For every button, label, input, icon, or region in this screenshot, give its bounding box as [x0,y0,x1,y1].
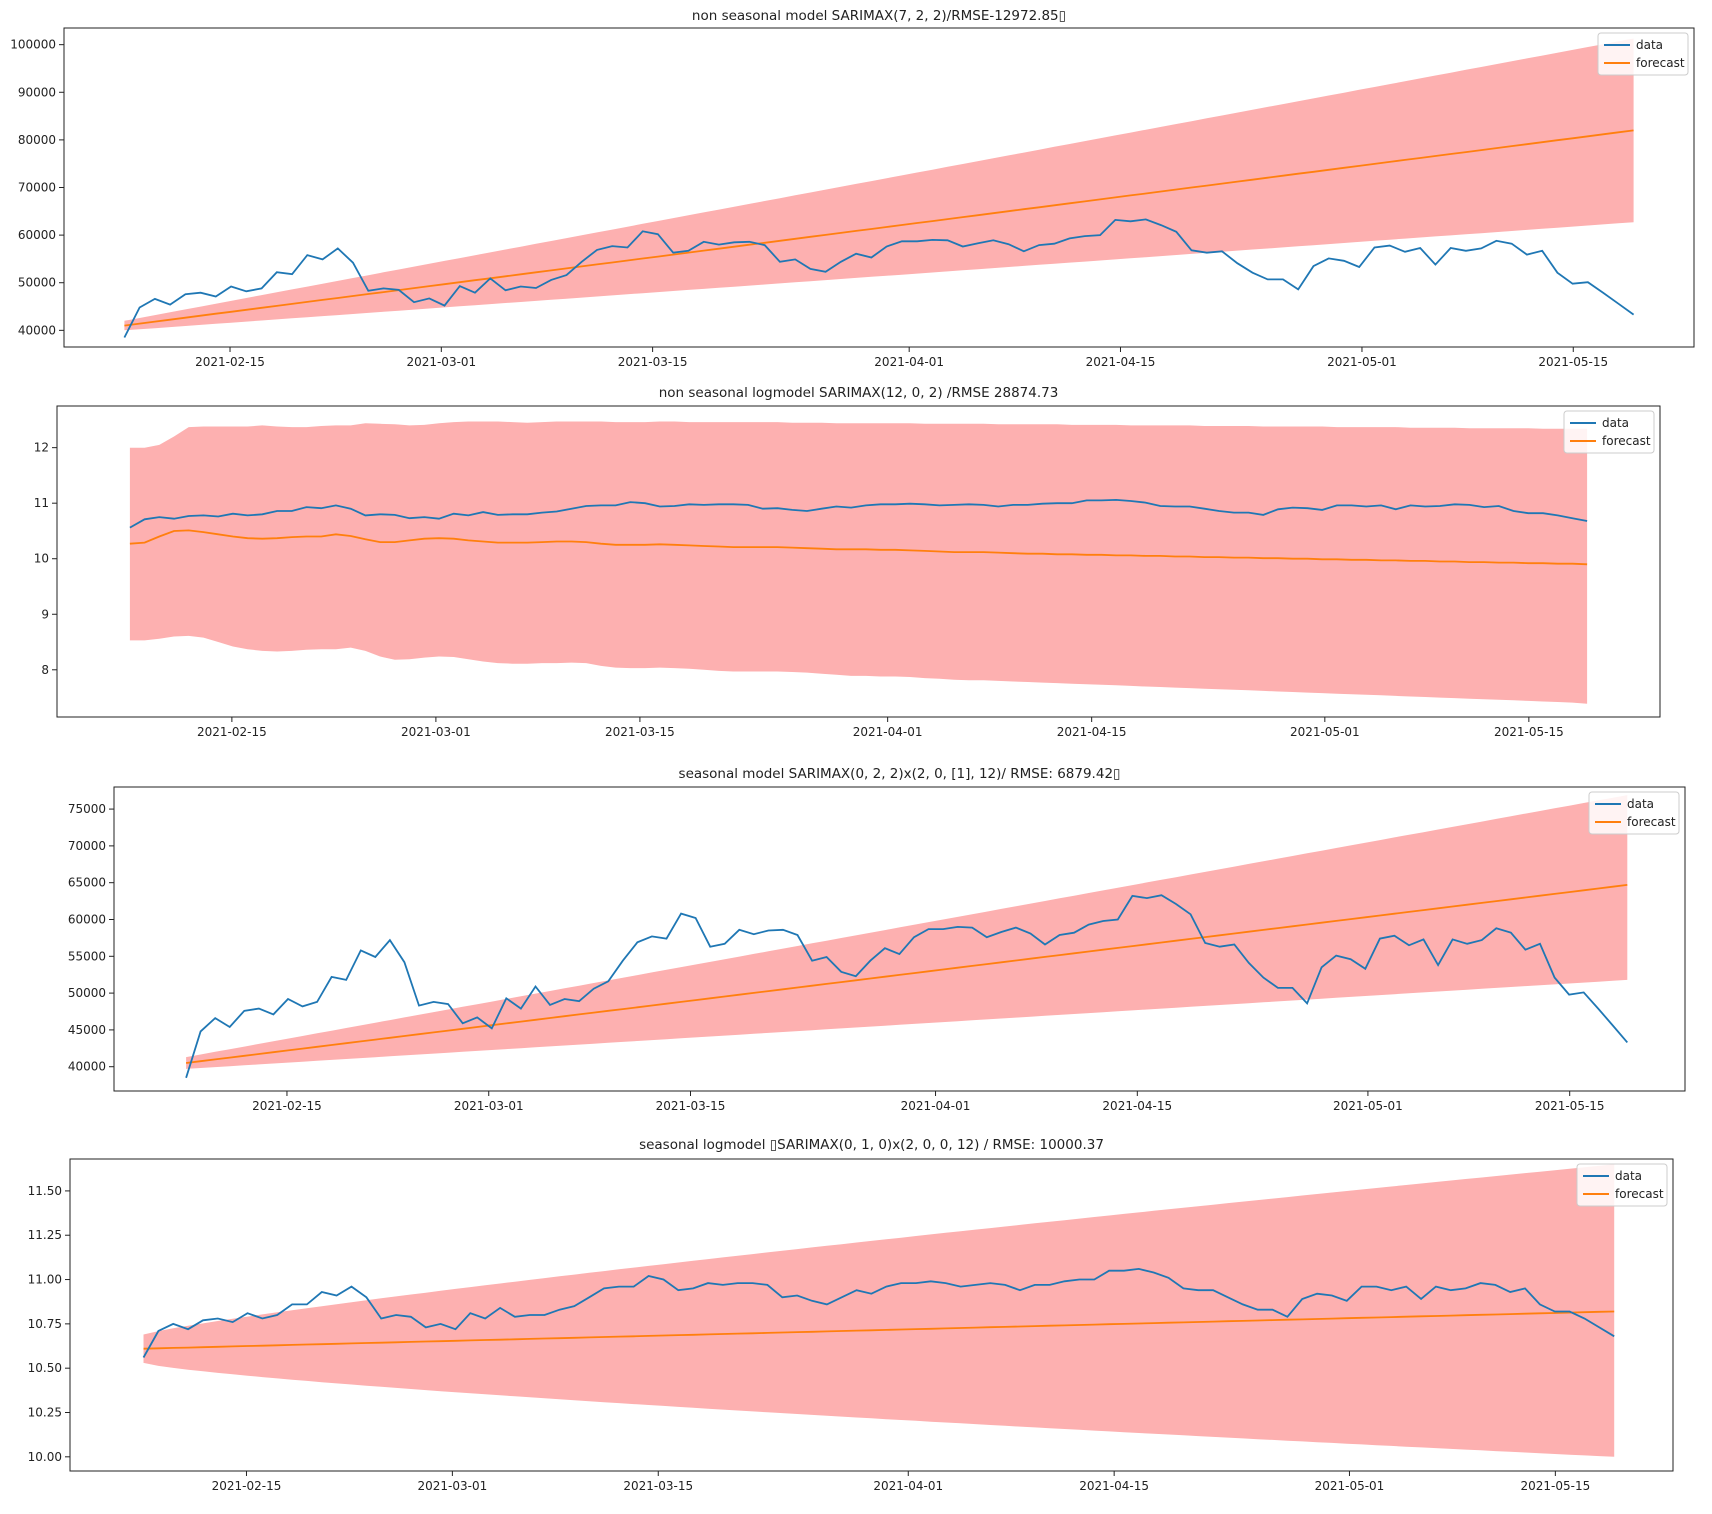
x-tick-label: 2021-05-15 [1494,725,1564,739]
x-tick-label: 2021-04-15 [1057,725,1127,739]
legend: data forecast [1576,1163,1668,1207]
x-tick-label: 2021-04-01 [873,1479,943,1493]
chart-panel-4: 10.00 10.25 10.50 10.75 11.00 11.25 11.50 2021-… [28,1137,1674,1493]
legend: data forecast [1563,410,1655,454]
chart-title: non seasonal model SARIMAX(7, 2, 2)/RMSE… [692,8,1066,24]
data-series-line [129,498,1588,529]
legend-box [1563,410,1655,454]
y-tick-label: 100000 [10,38,56,52]
x-tick-label: 2021-04-01 [901,1099,971,1113]
y-tick-label: 45000 [68,1023,106,1037]
x-tick-label: 2021-05-01 [1327,355,1397,369]
y-tick-label: 10.25 [28,1406,62,1420]
data-series-line [142,1267,1615,1358]
y-tick-label: 50000 [68,986,106,1000]
y-tick-label: 60000 [18,228,56,242]
confidence-band [129,421,1588,704]
x-tick-label: 2021-03-01 [454,1099,524,1113]
data-series-line [123,218,1635,338]
x-tick-label: 2021-05-01 [1290,725,1360,739]
legend-data-label: data [1615,1169,1642,1183]
legend-forecast-label: forecast [1627,815,1676,829]
y-tick-label: 8 [41,663,49,677]
y-tick-label: 12 [34,441,49,455]
y-tick-label: 10.50 [28,1361,62,1375]
legend-box [1597,32,1689,76]
y-tick-label: 65000 [68,876,106,890]
plot-frame [113,786,1686,1092]
forecast-series-line [143,1310,1615,1350]
x-tick-label: 2021-04-01 [874,355,944,369]
x-tick-label: 2021-05-15 [1520,1479,1590,1493]
y-tick-label: 50000 [18,276,56,290]
x-tick-label: 2021-02-15 [195,355,265,369]
x-tick-label: 2021-03-01 [417,1479,487,1493]
plot-frame [69,1158,1674,1472]
legend-forecast-label: forecast [1636,56,1685,70]
x-tick-label: 2021-03-01 [401,725,471,739]
y-tick-label: 75000 [68,802,106,816]
legend-forecast-label: forecast [1602,434,1651,448]
x-tick-label: 2021-04-15 [1102,1099,1172,1113]
legend: data forecast [1597,32,1689,76]
confidence-band [124,38,1634,331]
y-tick-label: 10.00 [28,1450,62,1464]
forecast-series-line [185,884,1628,1064]
y-tick-label: 90000 [18,85,56,99]
x-tick-label: 2021-02-15 [252,1099,322,1113]
legend-data-label: data [1636,38,1663,52]
x-tick-label: 2021-04-15 [1086,355,1156,369]
forecast-series-line [129,529,1588,566]
plot-frame [56,405,1661,718]
forecast-series-line [124,129,1634,327]
legend: data forecast [1588,791,1680,835]
legend-data-label: data [1602,416,1629,430]
x-tick-label: 2021-05-01 [1333,1099,1403,1113]
y-tick-label: 60000 [68,912,106,926]
chart-title: seasonal model SARIMAX(0, 2, 2)x(2, 0, [… [679,766,1121,782]
y-tick-label: 9 [41,607,49,621]
legend-forecast-label: forecast [1615,1187,1664,1201]
y-tick-label: 40000 [18,323,56,337]
x-tick-label: 2021-02-15 [197,725,267,739]
x-tick-label: 2021-03-15 [623,1479,693,1493]
chart-panel-3: 40000 45000 50000 55000 60000 65000 70000 75000… [68,766,1686,1113]
x-tick-label: 2021-03-15 [656,1099,726,1113]
y-tick-label: 70000 [68,839,106,853]
y-tick-label: 11.50 [28,1184,62,1198]
chart-panel-1: 40000 50000 60000 70000 80000 90000 100000 2021… [10,8,1695,369]
x-tick-label: 2021-03-01 [406,355,476,369]
y-tick-label: 70000 [18,181,56,195]
y-tick-label: 10 [34,552,49,566]
x-tick-label: 2021-03-15 [618,355,688,369]
x-tick-label: 2021-04-01 [853,725,923,739]
chart-title: non seasonal logmodel SARIMAX(12, 0, 2) … [659,385,1059,401]
y-tick-label: 55000 [68,949,106,963]
x-tick-label: 2021-04-15 [1079,1479,1149,1493]
y-tick-label: 11.25 [28,1228,62,1242]
legend-data-label: data [1627,797,1654,811]
y-tick-label: 11.00 [28,1273,62,1287]
x-tick-label: 2021-05-15 [1538,355,1608,369]
y-tick-label: 11 [34,496,49,510]
y-tick-label: 10.75 [28,1317,62,1331]
y-tick-label: 80000 [18,133,56,147]
confidence-band [186,795,1628,1069]
chart-panel-2: 8 9 10 11 12 2021-02-15 2021-03-01 2021-03-15 20… [34,385,1661,739]
y-tick-label: 40000 [68,1060,106,1074]
x-tick-label: 2021-02-15 [212,1479,282,1493]
legend-box [1576,1163,1668,1207]
x-tick-label: 2021-05-15 [1535,1099,1605,1113]
chart-title: seasonal logmodel ▯SARIMAX(0, 1, 0)x(2, … [639,1137,1104,1153]
x-tick-label: 2021-03-15 [605,725,675,739]
data-series-line [185,894,1628,1079]
confidence-band [143,1164,1615,1457]
legend-box [1588,791,1680,835]
x-tick-label: 2021-05-01 [1315,1479,1385,1493]
